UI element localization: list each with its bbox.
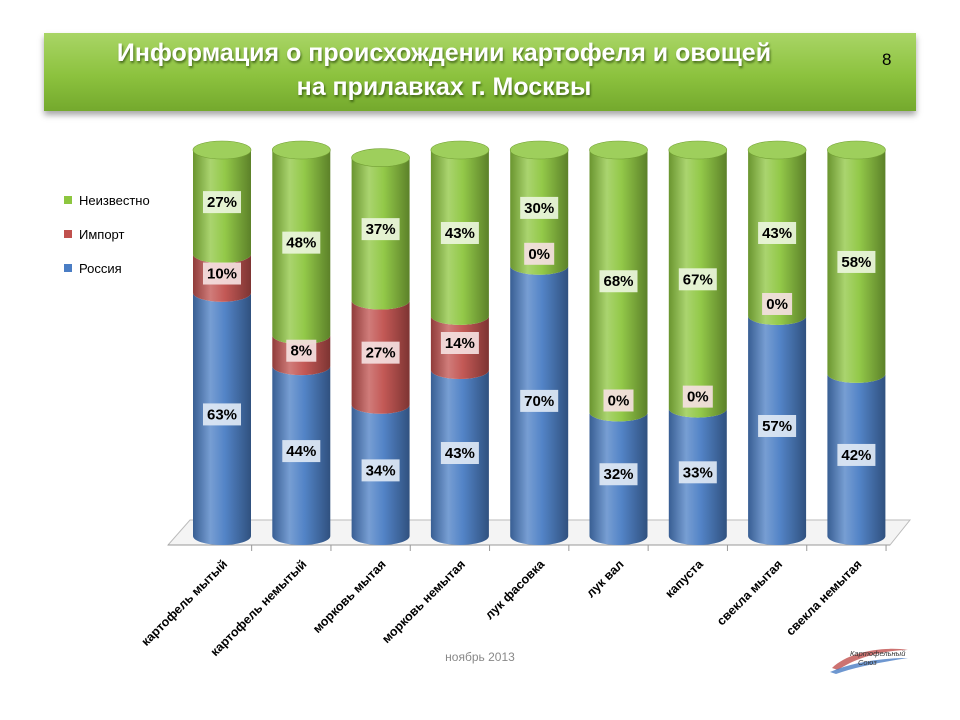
bar-0-label-0: 63% <box>207 406 237 423</box>
bar-2-label-bg-1 <box>361 341 400 364</box>
bar-4-label-bg-1 <box>524 242 555 265</box>
bar-1-top-cap <box>271 140 331 160</box>
bar-0-label-1: 10% <box>207 266 237 283</box>
legend-item-russia: Россия <box>64 251 150 285</box>
bar-4-label-0: 70% <box>524 393 554 410</box>
legend-label-unknown: Неизвестно <box>79 192 150 208</box>
bar-5-label-0: 32% <box>603 466 633 483</box>
bar-6-label-bg-1 <box>682 385 713 408</box>
bar-6-label-bg-2 <box>678 268 717 291</box>
bar-8-label-2: 58% <box>841 254 871 271</box>
bar-6-label-0: 33% <box>683 464 713 481</box>
bar-2-top-cap <box>351 148 410 168</box>
bar-8-label-bg-2 <box>837 250 876 273</box>
bar-4-label-2: 30% <box>524 200 554 217</box>
category-label-2: морковь мытая <box>310 557 389 636</box>
category-label-6: капуста <box>662 556 706 600</box>
legend-item-import: Импорт <box>64 217 150 251</box>
bar-2-label-1: 27% <box>366 345 396 362</box>
category-label-7: свекла мытая <box>714 557 785 628</box>
bar-5-label-bg-2 <box>599 270 638 293</box>
legend-swatch-russia <box>64 264 72 272</box>
bar-7-label-bg-1 <box>762 292 793 315</box>
bar-5-label-bg-1 <box>603 389 634 412</box>
bar-6-label-bg-0 <box>678 461 717 484</box>
chart-legend: Неизвестно Импорт Россия <box>64 183 150 285</box>
bar-0-label-bg-0 <box>203 403 241 426</box>
bar-4-label-bg-0 <box>520 389 559 412</box>
legend-item-unknown: Неизвестно <box>64 183 150 217</box>
bar-5-label-1: 0% <box>608 392 630 409</box>
legend-label-russia: Россия <box>79 260 122 276</box>
slide-number: 8 <box>882 50 892 69</box>
category-label-8: свекла немытая <box>783 557 864 638</box>
page-title-line-2: на прилавках г. Москвы <box>296 73 592 101</box>
bar-1-label-bg-0 <box>282 440 321 463</box>
bar-0-label-bg-1 <box>203 262 241 285</box>
bar-2-label-bg-0 <box>361 459 400 482</box>
bar-3-label-bg-1 <box>440 332 479 354</box>
bar-7-label-bg-0 <box>758 414 797 437</box>
bar-6-top-cap <box>668 140 728 160</box>
bar-1-label-1: 8% <box>290 343 312 360</box>
bar-5-label-2: 68% <box>603 273 633 290</box>
bar-7-label-0: 57% <box>762 418 792 435</box>
bar-3-label-2: 43% <box>445 225 475 242</box>
bar-7-label-2: 43% <box>762 225 792 242</box>
legend-swatch-unknown <box>64 196 72 204</box>
category-label-4: лук фасовка <box>482 556 548 622</box>
legend-swatch-import <box>64 230 72 238</box>
bar-5-label-bg-0 <box>599 463 638 486</box>
bar-6-label-2: 67% <box>683 271 713 288</box>
bar-8-label-bg-0 <box>837 443 876 466</box>
bar-1-label-0: 44% <box>286 443 316 460</box>
title-banner: Информация о происхождении картофеля и о… <box>44 33 916 111</box>
bar-5-top-cap <box>589 140 648 160</box>
bar-7-label-bg-2 <box>758 221 797 244</box>
bar-6-label-1: 0% <box>687 389 709 406</box>
legend-label-import: Импорт <box>79 226 125 242</box>
svg-text:Союз: Союз <box>858 658 877 667</box>
bar-2-label-0: 34% <box>366 462 396 479</box>
bar-3-top-cap <box>430 140 490 160</box>
svg-text:Картофельный: Картофельный <box>850 649 906 658</box>
category-label-5: лук вал <box>584 557 627 600</box>
bar-7-label-1: 0% <box>766 296 788 313</box>
bar-0-top-cap <box>192 140 252 160</box>
company-logo: Картофельный Союз <box>830 648 908 674</box>
footer-date: ноябрь 2013 <box>445 650 515 664</box>
bar-2-label-bg-2 <box>361 218 400 241</box>
bar-1-label-bg-1 <box>286 339 317 362</box>
bar-0-label-bg-2 <box>203 191 241 214</box>
bar-0-label-2: 27% <box>207 194 237 211</box>
bar-7-top-cap <box>747 140 807 160</box>
bar-8-top-cap <box>827 140 886 160</box>
bar-4-label-bg-2 <box>520 196 559 219</box>
bar-4-label-1: 0% <box>528 246 550 263</box>
bar-3-label-bg-0 <box>440 442 479 465</box>
category-label-3: морковь немытая <box>379 557 468 646</box>
bar-4-top-cap <box>509 140 569 160</box>
bar-1-label-2: 48% <box>286 235 316 252</box>
bar-8-label-0: 42% <box>841 447 871 464</box>
bar-3-label-1: 14% <box>445 335 475 352</box>
page-title-line-1: Информация о происхождении картофеля и о… <box>116 39 772 67</box>
category-label-0: картофель мытый <box>139 557 231 649</box>
bar-3-label-bg-2 <box>440 221 479 244</box>
bar-1-label-bg-2 <box>282 231 321 254</box>
bar-2-label-2: 37% <box>366 221 396 238</box>
bar-3-label-0: 43% <box>445 445 475 462</box>
